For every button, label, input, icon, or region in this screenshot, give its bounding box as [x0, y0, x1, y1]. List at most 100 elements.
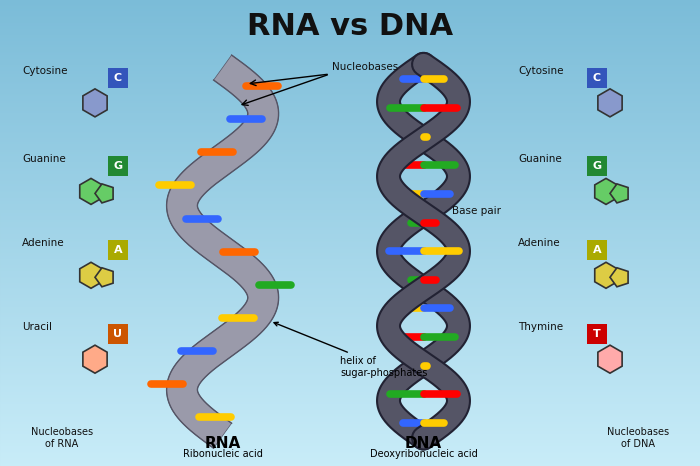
- Bar: [0, 304, 700, 305]
- Bar: [0, 454, 700, 455]
- Bar: [0, 290, 700, 291]
- Bar: [0, 322, 700, 323]
- Bar: [0, 284, 700, 285]
- Bar: [0, 90, 700, 91]
- Bar: [0, 1, 700, 2]
- Bar: [0, 464, 700, 465]
- Bar: [0, 38, 700, 39]
- Bar: [0, 412, 700, 413]
- Bar: [0, 143, 700, 144]
- Bar: [0, 233, 700, 234]
- Bar: [0, 267, 700, 268]
- Text: helix of
sugar-phosphates: helix of sugar-phosphates: [274, 322, 428, 377]
- FancyBboxPatch shape: [108, 324, 128, 344]
- Bar: [0, 74, 700, 75]
- Bar: [0, 20, 700, 21]
- Bar: [0, 333, 700, 334]
- Bar: [0, 270, 700, 271]
- Text: DNA: DNA: [405, 436, 442, 451]
- Bar: [0, 17, 700, 18]
- Bar: [0, 238, 700, 239]
- Bar: [0, 129, 700, 130]
- Bar: [0, 46, 700, 47]
- Bar: [0, 287, 700, 288]
- Bar: [0, 118, 700, 119]
- Bar: [0, 117, 700, 118]
- Bar: [0, 429, 700, 430]
- Bar: [0, 22, 700, 23]
- Bar: [0, 106, 700, 107]
- Bar: [0, 373, 700, 374]
- Bar: [0, 157, 700, 158]
- Bar: [0, 248, 700, 249]
- Bar: [0, 200, 700, 201]
- Bar: [0, 150, 700, 151]
- Bar: [0, 136, 700, 137]
- Bar: [0, 180, 700, 181]
- Bar: [0, 312, 700, 313]
- Bar: [0, 356, 700, 357]
- Bar: [0, 161, 700, 162]
- Bar: [0, 159, 700, 160]
- Bar: [0, 154, 700, 155]
- FancyBboxPatch shape: [108, 68, 128, 88]
- Bar: [0, 151, 700, 152]
- Bar: [0, 450, 700, 451]
- Bar: [0, 6, 700, 7]
- Bar: [0, 342, 700, 343]
- Bar: [0, 77, 700, 78]
- Bar: [0, 299, 700, 300]
- Text: RNA: RNA: [204, 436, 241, 451]
- Bar: [0, 330, 700, 331]
- Bar: [0, 294, 700, 295]
- Bar: [0, 43, 700, 44]
- Bar: [0, 398, 700, 399]
- Bar: [0, 349, 700, 350]
- Bar: [0, 247, 700, 248]
- Bar: [0, 95, 700, 96]
- Bar: [0, 91, 700, 92]
- Bar: [0, 141, 700, 142]
- Bar: [0, 124, 700, 125]
- Bar: [0, 452, 700, 453]
- Bar: [0, 392, 700, 393]
- Bar: [0, 241, 700, 242]
- Bar: [0, 211, 700, 212]
- Bar: [0, 387, 700, 388]
- Bar: [0, 365, 700, 366]
- Bar: [0, 298, 700, 299]
- Bar: [0, 358, 700, 359]
- Bar: [0, 434, 700, 435]
- Bar: [0, 295, 700, 296]
- Bar: [0, 309, 700, 310]
- Bar: [0, 236, 700, 237]
- Bar: [0, 12, 700, 13]
- FancyBboxPatch shape: [587, 157, 607, 177]
- Bar: [0, 110, 700, 111]
- Polygon shape: [167, 55, 279, 448]
- Bar: [0, 219, 700, 220]
- Bar: [0, 269, 700, 270]
- Bar: [0, 403, 700, 404]
- Bar: [0, 235, 700, 236]
- Bar: [0, 216, 700, 217]
- Bar: [0, 53, 700, 54]
- Polygon shape: [83, 89, 107, 117]
- Bar: [0, 54, 700, 55]
- Bar: [0, 363, 700, 364]
- Bar: [0, 329, 700, 330]
- Bar: [0, 202, 700, 203]
- Bar: [0, 393, 700, 394]
- Bar: [0, 448, 700, 449]
- Bar: [0, 122, 700, 123]
- Bar: [0, 307, 700, 308]
- Bar: [0, 449, 700, 450]
- Bar: [0, 308, 700, 309]
- Bar: [0, 127, 700, 128]
- Bar: [0, 422, 700, 423]
- Bar: [0, 311, 700, 312]
- Bar: [0, 52, 700, 53]
- Bar: [0, 99, 700, 100]
- Bar: [0, 262, 700, 263]
- Bar: [0, 250, 700, 251]
